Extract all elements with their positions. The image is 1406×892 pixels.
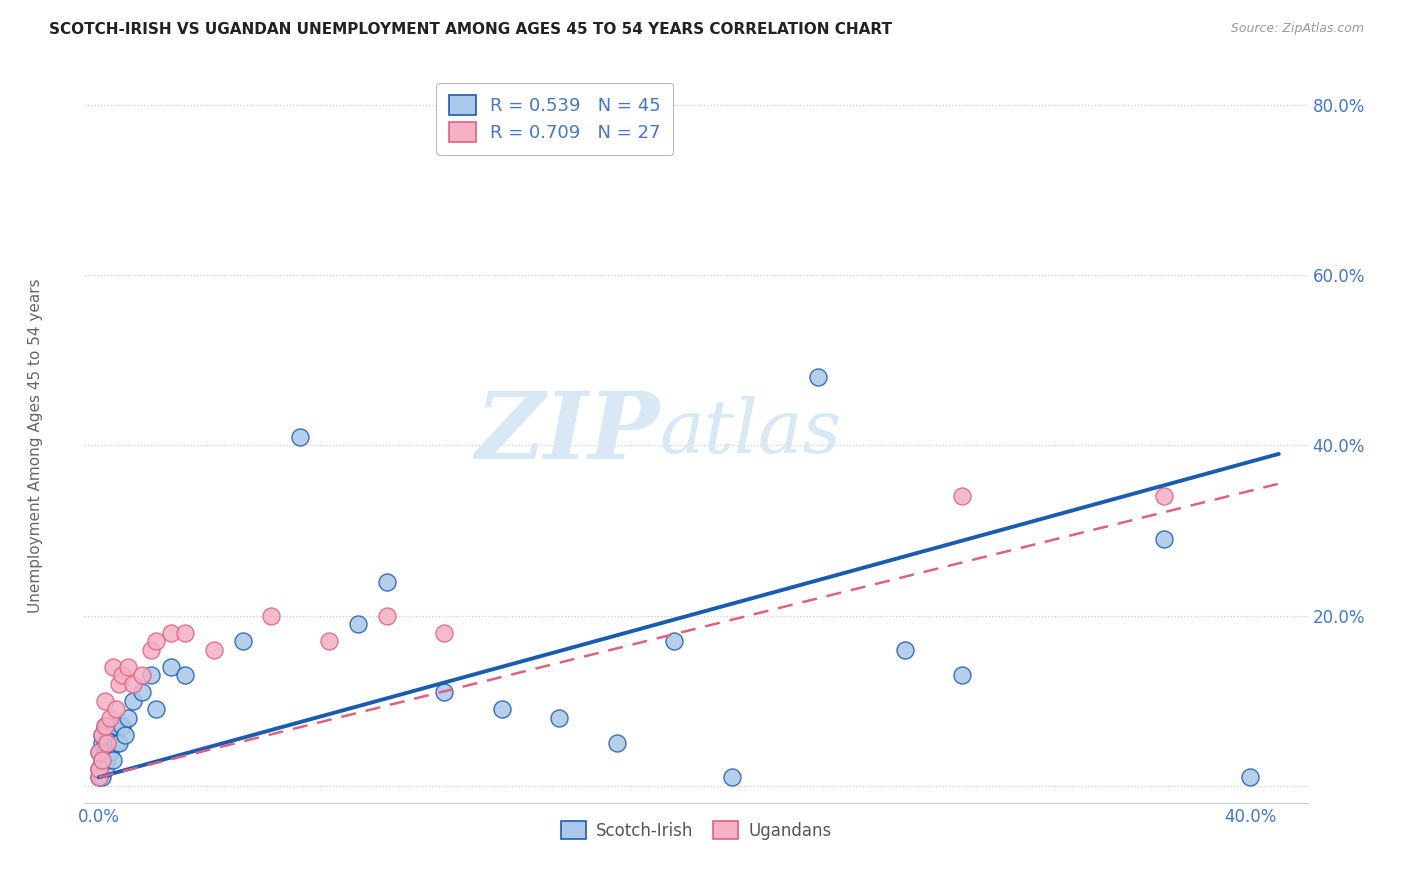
Point [131, 685, 153, 699]
Point [96, 753, 118, 767]
Text: Source: ZipAtlas.com: Source: ZipAtlas.com [1230, 22, 1364, 36]
Point [98, 745, 121, 759]
Point [290, 430, 312, 444]
Point [375, 574, 398, 589]
Point [145, 702, 167, 716]
Point [98, 711, 121, 725]
Point [114, 728, 136, 742]
Point [96, 736, 118, 750]
Point [87, 745, 110, 759]
Point [87, 762, 110, 776]
Point [108, 676, 131, 690]
Point [105, 702, 128, 716]
Point [93, 762, 115, 776]
Point [232, 634, 254, 648]
Point [111, 719, 134, 733]
Point [375, 608, 398, 623]
Point [548, 711, 571, 725]
Point [101, 753, 124, 767]
Point [87, 770, 110, 784]
Point [93, 719, 115, 733]
Point [721, 770, 744, 784]
Point [1239, 770, 1261, 784]
Point [90, 770, 112, 784]
Point [159, 659, 181, 673]
Point [90, 728, 112, 742]
Point [346, 617, 368, 632]
Point [131, 668, 153, 682]
Point [174, 668, 197, 682]
Point [1153, 532, 1175, 546]
Point [101, 728, 124, 742]
Point [950, 490, 973, 504]
Text: SCOTCH-IRISH VS UGANDAN UNEMPLOYMENT AMONG AGES 45 TO 54 YEARS CORRELATION CHART: SCOTCH-IRISH VS UGANDAN UNEMPLOYMENT AMO… [49, 22, 893, 37]
Point [664, 634, 686, 648]
Point [93, 736, 115, 750]
Point [159, 625, 181, 640]
Point [98, 728, 121, 742]
Point [117, 659, 139, 673]
Point [1153, 490, 1175, 504]
Point [101, 659, 124, 673]
Point [111, 668, 134, 682]
Legend: Scotch-Irish, Ugandans: Scotch-Irish, Ugandans [554, 814, 838, 847]
Point [122, 694, 145, 708]
Point [893, 642, 915, 657]
Point [318, 634, 340, 648]
Text: ZIP: ZIP [475, 388, 659, 477]
Point [139, 668, 162, 682]
Text: Unemployment Among Ages 45 to 54 years: Unemployment Among Ages 45 to 54 years [28, 278, 42, 614]
Point [174, 625, 197, 640]
Point [105, 736, 128, 750]
Point [87, 770, 110, 784]
Point [807, 370, 830, 384]
Point [606, 736, 628, 750]
Point [145, 634, 167, 648]
Point [117, 711, 139, 725]
Point [433, 625, 456, 640]
Point [87, 762, 110, 776]
Point [90, 753, 112, 767]
Point [950, 668, 973, 682]
Point [433, 685, 456, 699]
Text: atlas: atlas [659, 396, 841, 469]
Point [96, 736, 118, 750]
Point [90, 728, 112, 742]
Point [139, 642, 162, 657]
Point [90, 753, 112, 767]
Point [202, 642, 225, 657]
Point [90, 736, 112, 750]
Point [105, 719, 128, 733]
Point [108, 736, 131, 750]
Point [96, 719, 118, 733]
Point [93, 745, 115, 759]
Point [491, 702, 513, 716]
Point [93, 719, 115, 733]
Point [260, 608, 283, 623]
Point [87, 745, 110, 759]
Point [93, 694, 115, 708]
Point [122, 676, 145, 690]
